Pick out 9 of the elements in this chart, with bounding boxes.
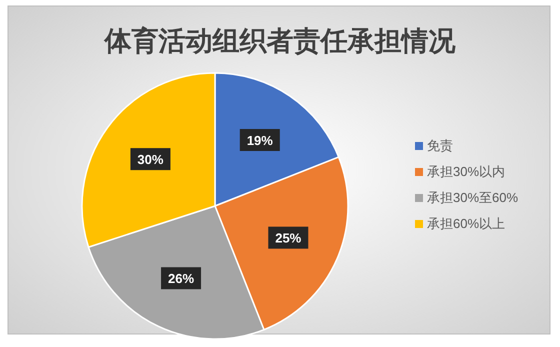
legend-label: 承担60%以上 xyxy=(427,216,506,231)
data-label: 25% xyxy=(275,230,302,246)
data-label: 26% xyxy=(168,271,194,286)
legend-label: 承担30%以内 xyxy=(427,164,506,179)
data-label: 30% xyxy=(137,152,164,168)
chart-title: 体育活动组织者责任承担情况 xyxy=(104,26,456,56)
legend-label: 承担30%至60% xyxy=(427,190,518,205)
data-label: 19% xyxy=(246,133,274,148)
legend-label: 免责 xyxy=(427,138,453,153)
